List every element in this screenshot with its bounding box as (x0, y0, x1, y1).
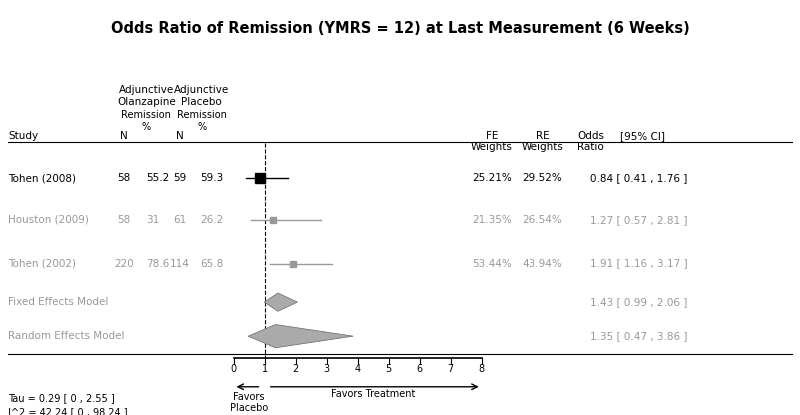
Text: 2: 2 (293, 364, 298, 374)
Text: Remission
%: Remission % (122, 110, 171, 132)
Text: Study: Study (8, 131, 38, 141)
Text: 43.94%: 43.94% (522, 259, 562, 269)
Text: 1.35 [ 0.47 , 3.86 ]: 1.35 [ 0.47 , 3.86 ] (590, 331, 688, 341)
Text: 1.27 [ 0.57 , 2.81 ]: 1.27 [ 0.57 , 2.81 ] (590, 215, 688, 225)
Text: Odds Ratio of Remission (YMRS = 12) at Last Measurement (6 Weeks): Odds Ratio of Remission (YMRS = 12) at L… (110, 21, 690, 36)
Text: 58: 58 (118, 173, 130, 183)
Text: RE
Weights: RE Weights (522, 131, 563, 152)
Text: 59: 59 (174, 173, 186, 183)
Text: 1: 1 (262, 364, 268, 374)
Text: Tau = 0.29 [ 0 , 2.55 ]: Tau = 0.29 [ 0 , 2.55 ] (8, 393, 114, 403)
Text: N: N (176, 131, 184, 141)
Text: 7: 7 (447, 364, 454, 374)
Text: Tohen (2008): Tohen (2008) (8, 173, 76, 183)
Text: Favors Treatment: Favors Treatment (331, 389, 415, 399)
Text: 0.84 [ 0.41 , 1.76 ]: 0.84 [ 0.41 , 1.76 ] (590, 173, 688, 183)
Polygon shape (264, 293, 298, 311)
Text: 220: 220 (114, 259, 134, 269)
Text: 6: 6 (417, 364, 422, 374)
Text: Favors
Placebo: Favors Placebo (230, 392, 268, 413)
Text: 65.8: 65.8 (200, 259, 223, 269)
Text: 26.2: 26.2 (200, 215, 223, 225)
Text: 1.91 [ 1.16 , 3.17 ]: 1.91 [ 1.16 , 3.17 ] (590, 259, 688, 269)
Text: 25.21%: 25.21% (472, 173, 512, 183)
Polygon shape (248, 325, 354, 348)
Text: 8: 8 (478, 364, 485, 374)
Text: 29.52%: 29.52% (522, 173, 562, 183)
Text: N: N (120, 131, 128, 141)
Text: Houston (2009): Houston (2009) (8, 215, 89, 225)
Text: 1.43 [ 0.99 , 2.06 ]: 1.43 [ 0.99 , 2.06 ] (590, 297, 688, 307)
Text: [95% CI]: [95% CI] (620, 131, 665, 141)
Text: 3: 3 (323, 364, 330, 374)
Text: 58: 58 (118, 215, 130, 225)
Text: I^2 = 42.24 [ 0 , 98.24 ]: I^2 = 42.24 [ 0 , 98.24 ] (8, 407, 128, 415)
Text: 26.54%: 26.54% (522, 215, 562, 225)
Text: 59.3: 59.3 (200, 173, 223, 183)
Text: 114: 114 (170, 259, 190, 269)
Text: Remission
%: Remission % (177, 110, 226, 132)
Text: Random Effects Model: Random Effects Model (8, 331, 125, 341)
Text: 53.44%: 53.44% (472, 259, 512, 269)
Text: 78.6: 78.6 (146, 259, 170, 269)
Text: 4: 4 (354, 364, 361, 374)
Text: FE
Weights: FE Weights (471, 131, 513, 152)
Text: Adjunctive
Placebo: Adjunctive Placebo (174, 85, 230, 107)
Text: Tohen (2002): Tohen (2002) (8, 259, 76, 269)
Text: Fixed Effects Model: Fixed Effects Model (8, 297, 108, 307)
Text: 5: 5 (386, 364, 392, 374)
Text: Adjunctive
Olanzapine: Adjunctive Olanzapine (117, 85, 176, 107)
Text: 0: 0 (230, 364, 237, 374)
Text: Odds
Ratio: Odds Ratio (577, 131, 604, 152)
Text: 61: 61 (174, 215, 186, 225)
Text: 31: 31 (146, 215, 160, 225)
Text: 21.35%: 21.35% (472, 215, 512, 225)
Text: 55.2: 55.2 (146, 173, 170, 183)
